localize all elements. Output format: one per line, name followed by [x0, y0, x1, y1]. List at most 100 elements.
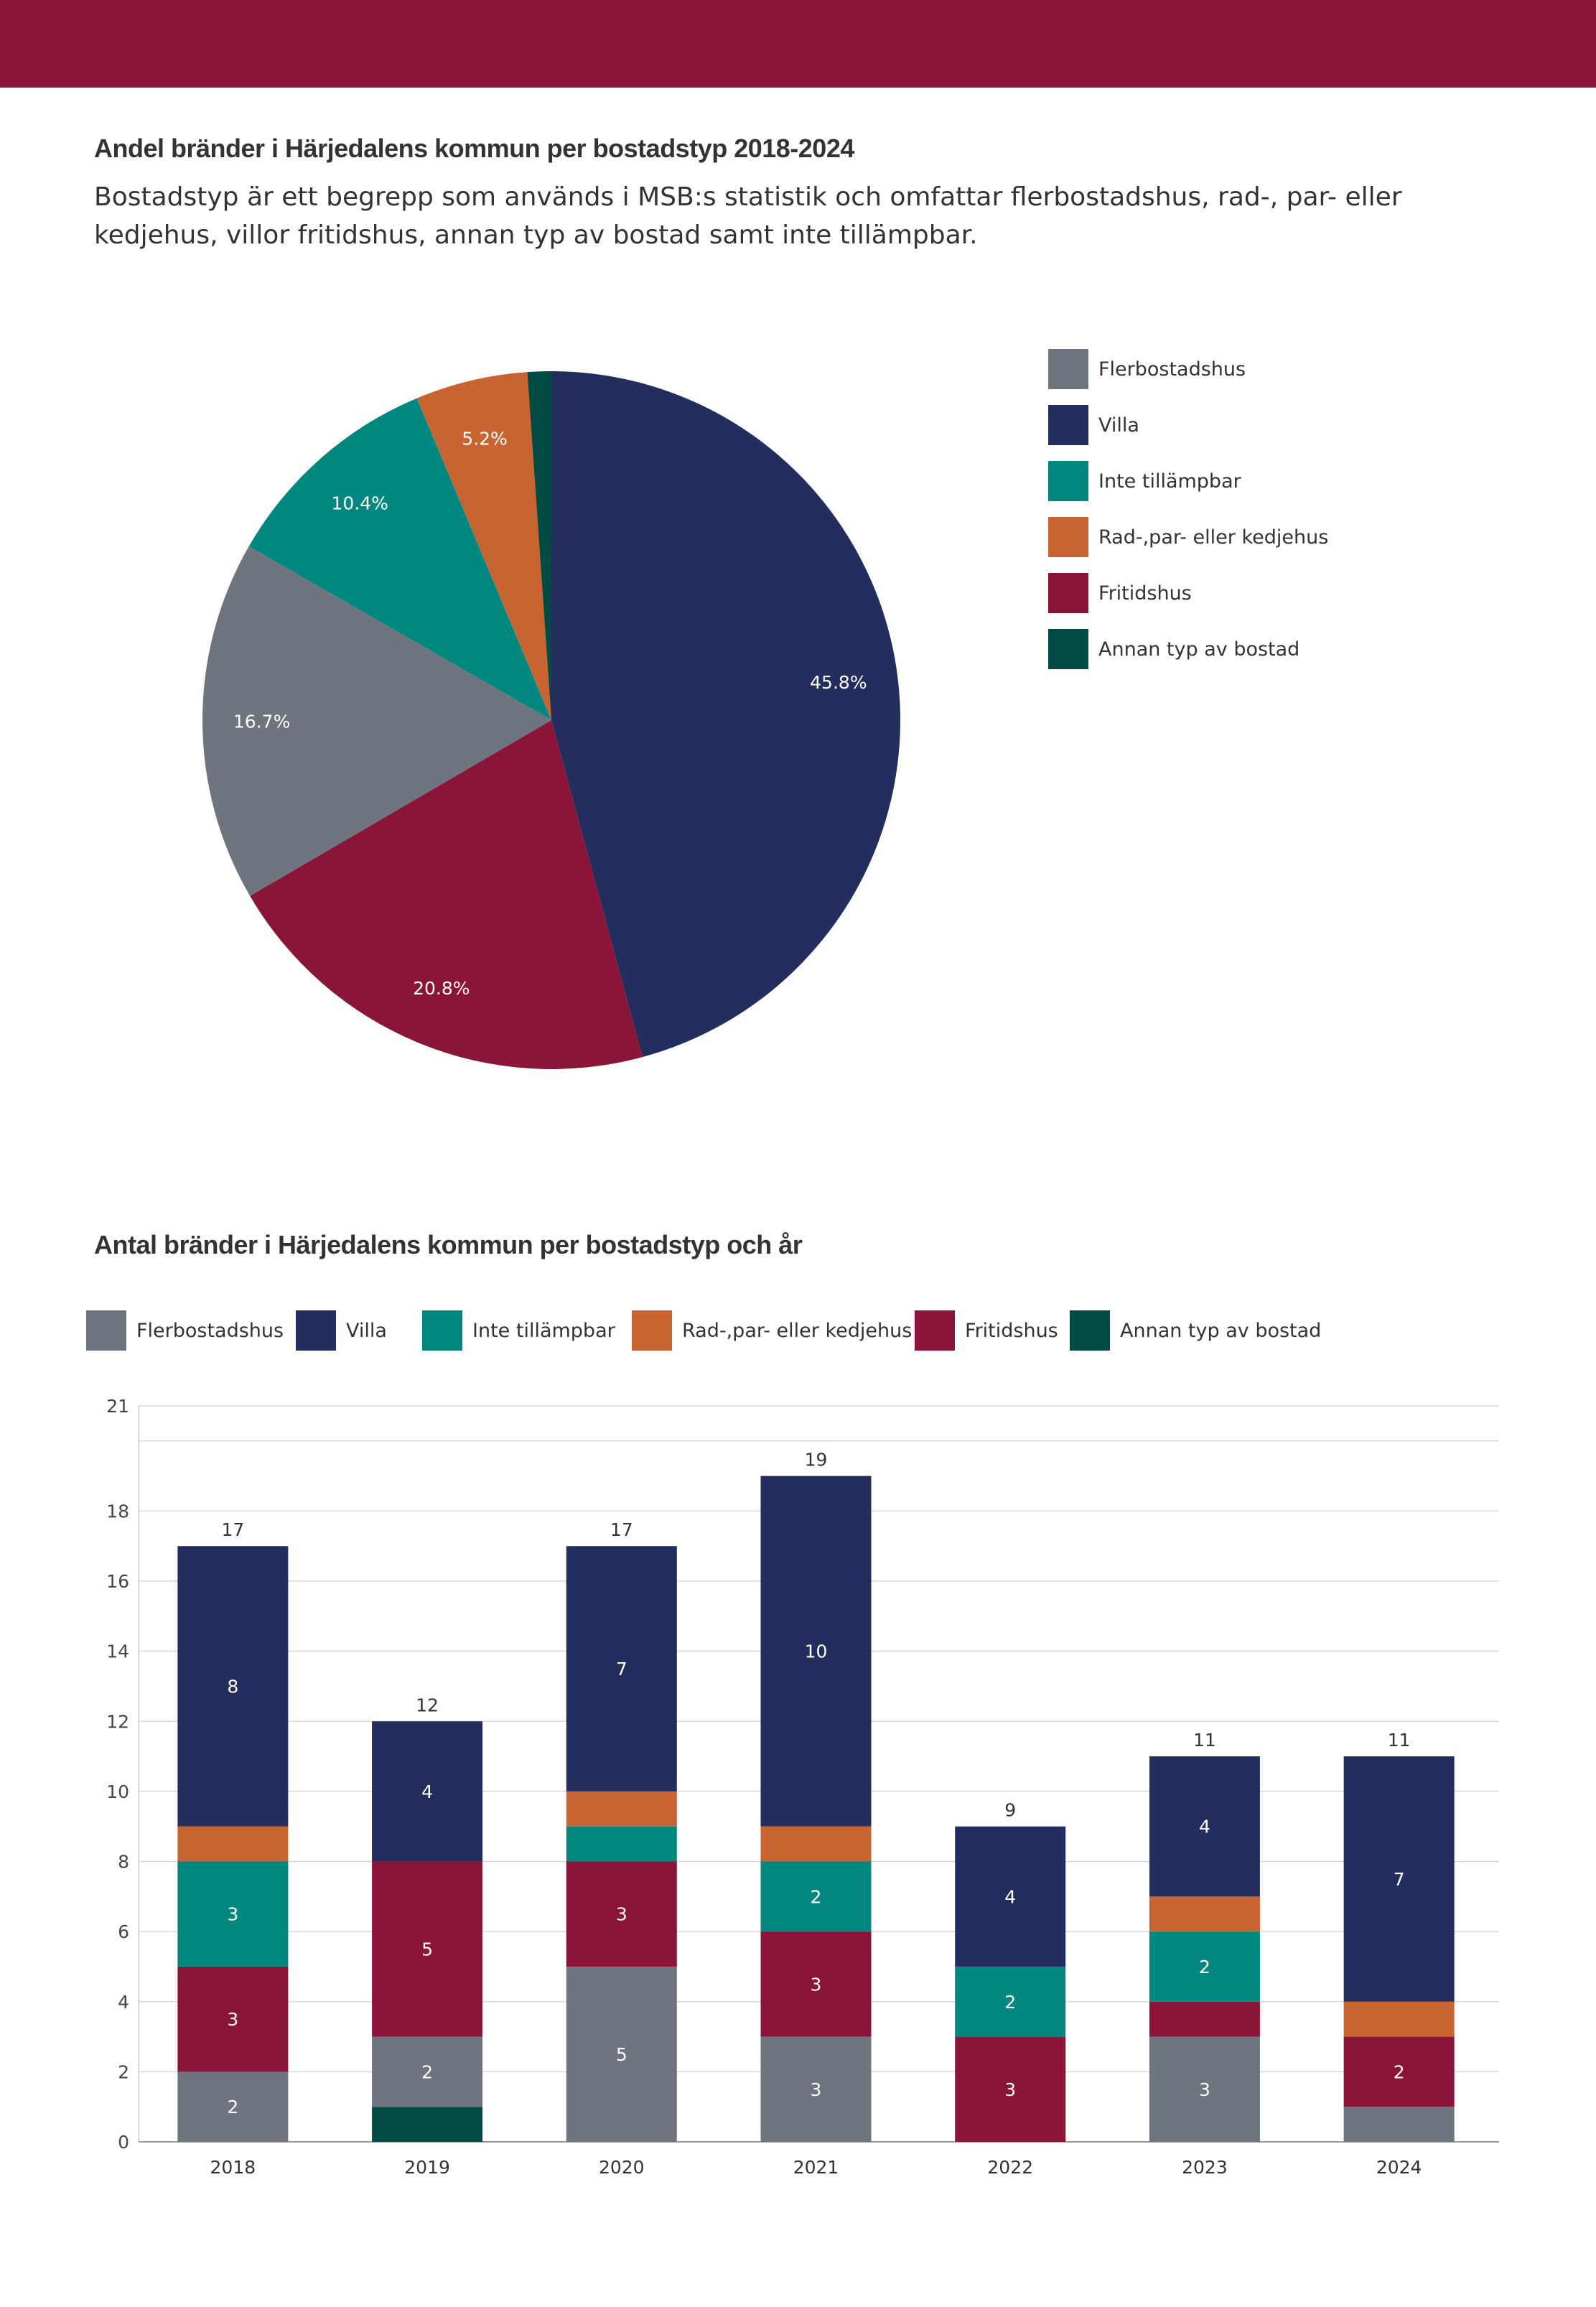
bar-segment-flerbostadshus [1149, 2036, 1260, 2142]
bar-segment-label: 4 [1199, 1817, 1210, 1837]
y-tick-label: 12 [106, 1711, 129, 1732]
bar-legend-item: Villa [296, 1310, 387, 1351]
bar-segment-inte-tillämpbar [177, 1861, 289, 1967]
pie-slice-flerbostadshus [202, 546, 551, 896]
bar-segment-fritidshus [955, 2036, 1066, 2142]
legend-label: Rad-,par- eller kedjehus [682, 1319, 913, 1342]
bar-segment-villa [372, 1721, 483, 1862]
pie-slice-fritidshus [250, 720, 643, 1069]
legend-swatch [632, 1310, 672, 1351]
bar-segment-fritidshus [1343, 2036, 1455, 2107]
legend-swatch [915, 1310, 955, 1351]
bar-segment-label: 5 [616, 2044, 627, 2065]
x-tick-label: 2020 [599, 2157, 645, 2178]
bar-segment-label: 3 [1004, 2079, 1016, 2100]
bar-segment-label: 2 [227, 2097, 238, 2117]
pie-legend-item: Annan typ av bostad [1048, 629, 1299, 669]
legend-swatch [296, 1310, 336, 1351]
pie-chart-title: Andel bränder i Härjedalens kommun per b… [94, 134, 854, 163]
legend-label: Inte tillämpbar [472, 1319, 615, 1342]
bar-segment-villa [1343, 1756, 1455, 2002]
bar-segment-label: 2 [1199, 1957, 1210, 1977]
bar-chart-title: Antal bränder i Härjedalens kommun per b… [94, 1230, 803, 1259]
bar-segment-annan-typ-av-bostad [372, 2107, 483, 2142]
header-banner [0, 0, 1596, 88]
bar-segment-inte-tillämpbar [955, 1966, 1066, 2037]
pie-chart-subtitle: Bostadstyp är ett begrepp som används i … [94, 182, 1402, 250]
pie-legend-item: Fritidshus [1048, 573, 1192, 613]
bar-segment-flerbostadshus [760, 2036, 872, 2142]
pie-chart: 45.8% 20.8% 16.7% 10.4% 5.2% [202, 371, 900, 1069]
bar-segment-flerbostadshus [177, 2071, 289, 2142]
bar-segment-inte-tillämpbar [566, 1826, 677, 1862]
bar-total-label: 9 [1004, 1800, 1016, 1821]
bar-segment-rad-par-eller-kedjehus [1343, 2001, 1455, 2037]
bar-segment-label: 10 [805, 1641, 828, 1662]
bar-segment-label: 5 [421, 1939, 433, 1960]
pie-slice-label: 10.4% [332, 493, 388, 513]
bar-segment-fritidshus [372, 1861, 483, 2037]
y-tick-label: 0 [118, 2132, 129, 2153]
stacked-bar-chart: 2 3 3 8 17 2 5 4 12 5 3 7 17 3 3 2 10 19 3 2 4 9 3 2 4 11 2 7 11 0 2 4… [106, 1396, 1499, 2178]
pie-legend-item: Flerbostadshus [1048, 349, 1246, 389]
bar-segment-fritidshus [566, 1861, 677, 1967]
bar-total-label: 17 [610, 1519, 633, 1540]
y-tick-label: 2 [118, 2061, 129, 2082]
pie-slice-label: 20.8% [413, 978, 470, 999]
bar-total-label: 11 [1193, 1730, 1216, 1751]
bar-segment-flerbostadshus [566, 1966, 677, 2142]
bar-segment-label: 3 [227, 1904, 238, 1925]
bar-segment-label: 3 [227, 2009, 238, 2030]
bar-legend-item: Rad-,par- eller kedjehus [632, 1310, 912, 1351]
bar-segment-fritidshus [1149, 2001, 1260, 2037]
bar-total-label: 12 [416, 1695, 439, 1715]
x-tick-label: 2024 [1376, 2157, 1422, 2178]
bar-segment-label: 2 [811, 1886, 822, 1907]
bar-segment-label: 2 [1394, 2061, 1405, 2082]
legend-swatch [86, 1310, 126, 1351]
y-tick-label: 8 [118, 1852, 129, 1873]
x-tick-label: 2018 [210, 2157, 256, 2178]
bar-total-label: 17 [221, 1519, 244, 1540]
bar-segment-label: 4 [421, 1781, 433, 1802]
legend-swatch [1048, 517, 1088, 557]
legend-label: Inte tillämpbar [1098, 470, 1241, 493]
pie-slice-label: 5.2% [462, 428, 508, 449]
bar-segment-label: 3 [1199, 2079, 1210, 2100]
legend-label: Annan typ av bostad [1098, 638, 1300, 661]
y-tick-label: 4 [118, 1992, 129, 2013]
x-tick-label: 2023 [1182, 2157, 1228, 2178]
bar-segment-label: 4 [1004, 1886, 1016, 1907]
bar-segment-rad-par-eller-kedjehus [1149, 1896, 1260, 1932]
legend-swatch [1048, 405, 1088, 445]
bar-segment-label: 3 [811, 1974, 822, 1995]
bar-segment-inte-tillämpbar [760, 1861, 872, 1932]
pie-slice-inte-tillämpbar [248, 398, 551, 720]
pie-slice-rad-par-eller-kedjehus [416, 372, 551, 720]
bar-segment-fritidshus [760, 1931, 872, 2037]
legend-label: Annan typ av bostad [1120, 1319, 1322, 1342]
y-tick-label: 6 [118, 1921, 129, 1942]
legend-swatch [1070, 1310, 1110, 1351]
pie-slice-label: 16.7% [233, 711, 290, 732]
legend-label: Flerbostadshus [136, 1319, 284, 1342]
bar-segment-rad-par-eller-kedjehus [566, 1791, 677, 1827]
legend-label: Flerbostadshus [1098, 358, 1246, 381]
bar-legend-item: Flerbostadshus [86, 1310, 284, 1351]
legend-label: Fritidshus [965, 1319, 1058, 1342]
bar-legend-item: Annan typ av bostad [1070, 1310, 1321, 1351]
legend-swatch [422, 1310, 462, 1351]
pie-slice-label: 45.8% [810, 672, 867, 693]
pie-legend-item: Villa [1048, 405, 1139, 445]
bar-segment-label: 3 [616, 1904, 627, 1925]
bar-segment-label: 8 [227, 1676, 238, 1697]
y-tick-label: 16 [106, 1571, 129, 1592]
bar-segment-label: 2 [421, 2061, 433, 2082]
bar-segment-fritidshus [177, 1966, 289, 2072]
bar-segment-label: 7 [616, 1659, 627, 1679]
bar-segment-rad-par-eller-kedjehus [760, 1826, 872, 1862]
x-tick-label: 2019 [404, 2157, 450, 2178]
bar-segment-rad-par-eller-kedjehus [177, 1826, 289, 1862]
legend-label: Villa [346, 1319, 387, 1342]
bar-segment-villa [955, 1826, 1066, 1967]
